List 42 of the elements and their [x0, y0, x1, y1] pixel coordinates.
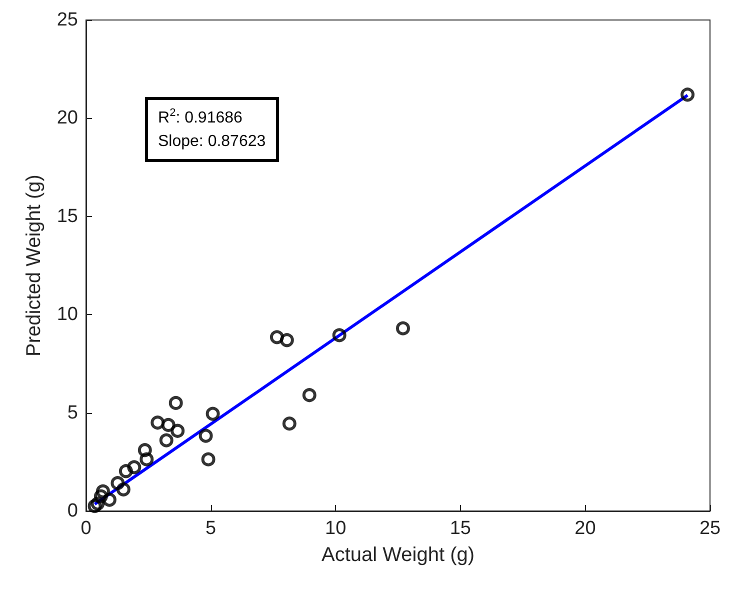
point — [332, 328, 346, 342]
point — [138, 443, 152, 458]
point — [170, 424, 185, 438]
y-tick-label: 5 — [67, 402, 78, 424]
annotation: R$^{2}$: 0.91686 — [158, 107, 242, 126]
point — [88, 499, 102, 514]
x-tick-label: 0 — [80, 518, 92, 539]
point — [396, 321, 410, 336]
x-tick-label: 25 — [699, 518, 721, 539]
x-tick-label: 5 — [206, 518, 216, 539]
point — [116, 482, 130, 496]
x-tick-label: 20 — [574, 518, 596, 539]
point — [150, 416, 165, 430]
point — [90, 496, 105, 511]
point — [280, 333, 294, 348]
y-tick-label: 25 — [56, 10, 78, 30]
y-tick-label: 10 — [56, 304, 78, 326]
annotation: Slope: 0.87623 — [158, 132, 266, 150]
point — [140, 452, 154, 466]
point — [206, 406, 220, 421]
x-axis-title: Actual Weight (g) — [321, 544, 475, 566]
point — [282, 416, 296, 431]
x-tick-label: 15 — [450, 518, 471, 539]
point — [198, 428, 213, 443]
point — [102, 492, 116, 507]
point — [270, 330, 284, 344]
point — [94, 489, 108, 504]
point — [161, 418, 176, 432]
point — [201, 452, 216, 466]
x-tick-label: 10 — [325, 518, 346, 539]
y-tick-label: 15 — [56, 206, 78, 227]
point — [159, 433, 174, 448]
point — [680, 88, 695, 102]
point — [118, 464, 133, 478]
y-axis-title: Predicted Weight (g) — [23, 174, 45, 356]
y-tick-label: 20 — [56, 108, 78, 129]
point — [302, 388, 316, 402]
point — [168, 396, 183, 410]
point — [127, 460, 142, 474]
y-tick-label: 0 — [67, 500, 78, 522]
point — [110, 476, 125, 490]
point — [96, 484, 110, 498]
